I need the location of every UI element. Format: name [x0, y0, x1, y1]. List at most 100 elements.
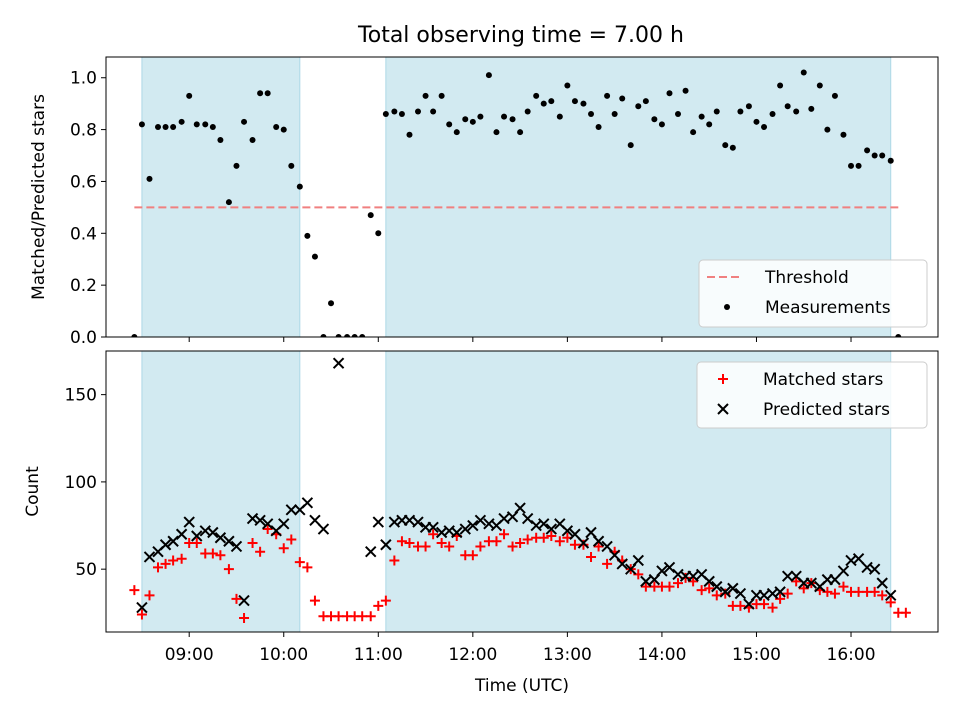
measurement-point [509, 116, 516, 123]
matched-point [231, 593, 242, 604]
legend-label: Threshold [764, 268, 849, 288]
matched-point [153, 562, 163, 573]
measurement-point [288, 162, 295, 169]
measurement-point [564, 82, 571, 89]
measurement-point [485, 72, 492, 79]
measurement-point [784, 103, 791, 110]
measurement-point [375, 230, 382, 237]
measurement-point [524, 108, 531, 115]
matched-point [877, 590, 888, 601]
predicted-point [191, 530, 203, 542]
measurement-point [501, 113, 508, 120]
y-axis-label: Matched/Predicted stars [29, 94, 49, 300]
predicted-point [143, 551, 156, 563]
predicted-point [223, 535, 235, 547]
predicted-point [474, 514, 487, 527]
y-tick-label: 0.0 [70, 328, 97, 348]
measurement-point [193, 121, 200, 128]
predicted-point [230, 540, 243, 553]
measurement-point [533, 92, 540, 99]
measurement-point [225, 199, 232, 206]
measurement-point [556, 113, 563, 120]
measurement-point [816, 82, 823, 89]
matched-point [538, 532, 549, 543]
predicted-point [159, 539, 172, 551]
measurement-point [611, 111, 618, 118]
measurement-point [233, 162, 240, 169]
matched-point [711, 590, 722, 601]
predicted-point [285, 504, 298, 516]
legend-box [696, 361, 928, 429]
matched-point [365, 611, 376, 622]
matched-point [491, 536, 502, 547]
measurement-point [769, 111, 776, 118]
measurement-point [162, 124, 169, 130]
measurement-point [311, 253, 318, 260]
measurement-point [155, 124, 161, 130]
legend-measurement-swatch [724, 304, 730, 310]
predicted-point [885, 589, 897, 602]
measurement-point [548, 98, 555, 105]
measurement-point [824, 126, 831, 133]
matched-point [136, 609, 147, 620]
matched-point [838, 581, 849, 592]
measurement-point [745, 103, 752, 110]
measurement-point [186, 92, 193, 99]
y-axis-label: Count [23, 466, 43, 517]
predicted-point [805, 577, 818, 589]
predicted-point [459, 523, 471, 535]
matched-point [389, 555, 400, 566]
measurement-point [257, 90, 264, 97]
measurement-point [493, 129, 500, 136]
measurement-point [462, 116, 469, 123]
matched-point [373, 600, 384, 611]
measurement-point [619, 95, 626, 102]
measurement-point [635, 103, 642, 110]
measurement-point [879, 152, 886, 159]
matched-point [239, 613, 250, 624]
predicted-point [727, 582, 739, 595]
matched-point [168, 555, 179, 566]
figure-title: Total observing time = 7.00 h [357, 23, 684, 48]
measurement-point [666, 90, 673, 97]
y-tick-label: 0.2 [70, 276, 97, 296]
measurement-point [658, 121, 665, 128]
predicted-point [781, 570, 794, 582]
predicted-point [521, 512, 534, 525]
predicted-point [592, 535, 605, 547]
predicted-point [632, 554, 644, 567]
measurement-point [138, 121, 145, 128]
measurement-point [131, 334, 138, 337]
measurement-point [690, 129, 697, 136]
predicted-point [561, 525, 574, 537]
measurement-point [209, 124, 216, 130]
matched-point [640, 581, 651, 592]
predicted-point [451, 526, 463, 539]
predicted-point [427, 521, 439, 533]
measurement-point [391, 108, 398, 115]
legend-label: Measurements [765, 298, 891, 318]
matched-point [255, 546, 266, 557]
matched-point [191, 537, 202, 548]
predicted-point [734, 587, 747, 600]
measurement-point [406, 131, 413, 138]
measurement-point [446, 121, 453, 128]
x-tick-label: 15:00 [732, 645, 781, 665]
measurement-point [241, 118, 248, 125]
matched-point [309, 595, 320, 606]
predicted-point [687, 570, 699, 582]
predicted-point [498, 512, 510, 525]
matched-point [586, 551, 597, 562]
matched-point [294, 557, 305, 568]
measurement-point [675, 111, 681, 118]
predicted-point [616, 558, 628, 570]
measurement-point [430, 108, 437, 115]
matched-point [759, 599, 770, 610]
matched-point [853, 586, 864, 597]
measurement-point [737, 108, 744, 115]
predicted-point [332, 357, 345, 369]
matched-point [404, 537, 415, 548]
matched-point [673, 578, 683, 589]
matched-point [885, 597, 896, 608]
y-tick-label: 1.0 [70, 69, 97, 89]
